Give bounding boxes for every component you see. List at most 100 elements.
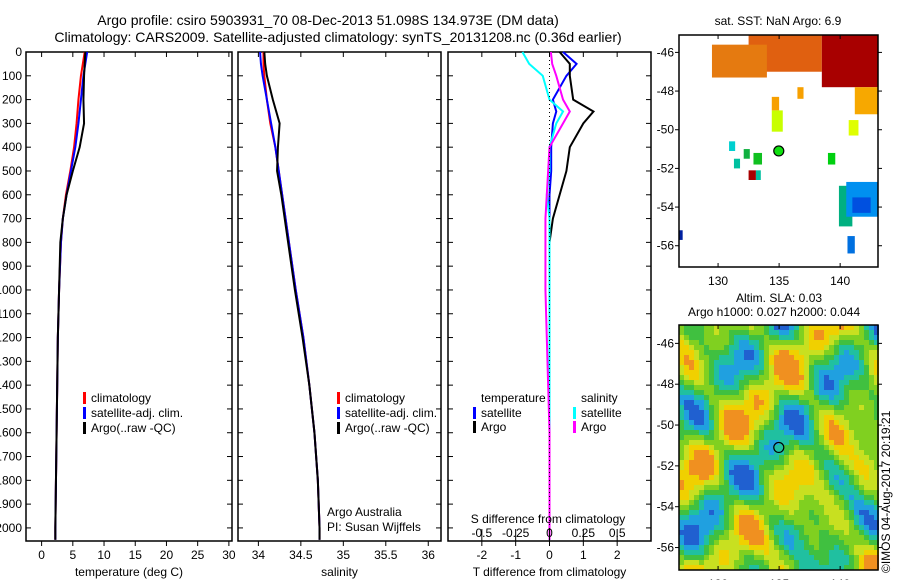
sla-cell [789,385,794,390]
sla-cell [829,405,834,410]
sla-cell [769,325,774,330]
sla-cell [729,480,734,485]
sla-cell [849,415,854,420]
sla-cell [874,370,879,375]
sla-cell [739,445,744,450]
sla-cell [794,545,799,550]
sla-cell [844,405,849,410]
sla-cell [804,545,809,550]
sla-cell [864,400,869,405]
sla-cell [689,380,694,385]
sla-cell [679,400,684,405]
sla-cell [844,380,849,385]
sla-cell [864,370,869,375]
sla-cell [789,485,794,490]
sla-cell [859,395,864,400]
sla-cell [789,460,794,465]
sla-cell [864,470,869,475]
y-tick-label: 0 [15,45,22,59]
sla-cell [834,410,839,415]
sla-cell [789,475,794,480]
sla-cell [814,535,819,540]
sla-cell [864,325,869,330]
sla-cell [849,385,854,390]
sla-cell [824,525,829,530]
sla-cell [854,435,859,440]
sla-cell [709,565,714,570]
sla-cell [734,425,739,430]
sla-cell [744,540,749,545]
sla-cell [814,435,819,440]
lat-tick-label: -46 [657,336,675,350]
sla-cell [804,475,809,480]
sla-cell [719,400,724,405]
sla-cell [764,380,769,385]
x-tick-label: -1 [510,548,521,562]
sla-cell [759,525,764,530]
sla-cell [684,365,689,370]
sla-cell [799,415,804,420]
sla-cell [824,540,829,545]
sla-cell [679,560,684,565]
sla-cell [844,360,849,365]
sla-cell [784,420,789,425]
sla-cell [749,530,754,535]
sla-cell [864,565,869,570]
sla-cell [684,375,689,380]
sla-cell [714,550,719,555]
sla-cell [774,370,779,375]
sla-cell [709,480,714,485]
sla-cell [799,430,804,435]
sla-cell [719,425,724,430]
sla-cell [864,385,869,390]
sla-cell [789,465,794,470]
sla-cell [724,565,729,570]
sla-cell [784,385,789,390]
sla-cell [839,460,844,465]
sla-cell [794,435,799,440]
sla-cell [719,335,724,340]
sla-cell [739,515,744,520]
sla-cell [784,405,789,410]
lat-tick-label: -54 [657,500,675,514]
lat-tick-label: -56 [657,541,675,555]
sla-cell [814,325,819,330]
sla-cell [819,490,824,495]
sla-cell [804,330,809,335]
sla-cell [729,490,734,495]
sla-cell [714,480,719,485]
sla-cell [704,390,709,395]
sla-cell [764,395,769,400]
sla-cell [789,325,794,330]
sla-cell [734,495,739,500]
sla-cell [784,355,789,360]
sla-cell [679,475,684,480]
sla-cell [719,465,724,470]
sla-cell [824,370,829,375]
sla-cell [819,400,824,405]
sla-cell [709,545,714,550]
y-tick-label: 1700 [0,450,22,464]
sla-cell [824,480,829,485]
sla-cell [689,505,694,510]
sla-cell [789,515,794,520]
map-title: sat. SST: NaN Argo: 6.9 [715,14,842,28]
sla-cell [739,405,744,410]
sla-cell [679,505,684,510]
sla-cell [809,375,814,380]
sla-cell [754,540,759,545]
sla-cell [744,335,749,340]
sla-cell [789,455,794,460]
sla-cell [754,405,759,410]
sla-cell [824,555,829,560]
sla-cell [784,465,789,470]
sla-cell [734,445,739,450]
sla-cell [864,500,869,505]
sla-cell [759,400,764,405]
sla-cell [864,455,869,460]
sla-cell [724,545,729,550]
sla-cell [794,400,799,405]
sla-cell [719,495,724,500]
sla-cell [804,430,809,435]
sla-cell [764,465,769,470]
